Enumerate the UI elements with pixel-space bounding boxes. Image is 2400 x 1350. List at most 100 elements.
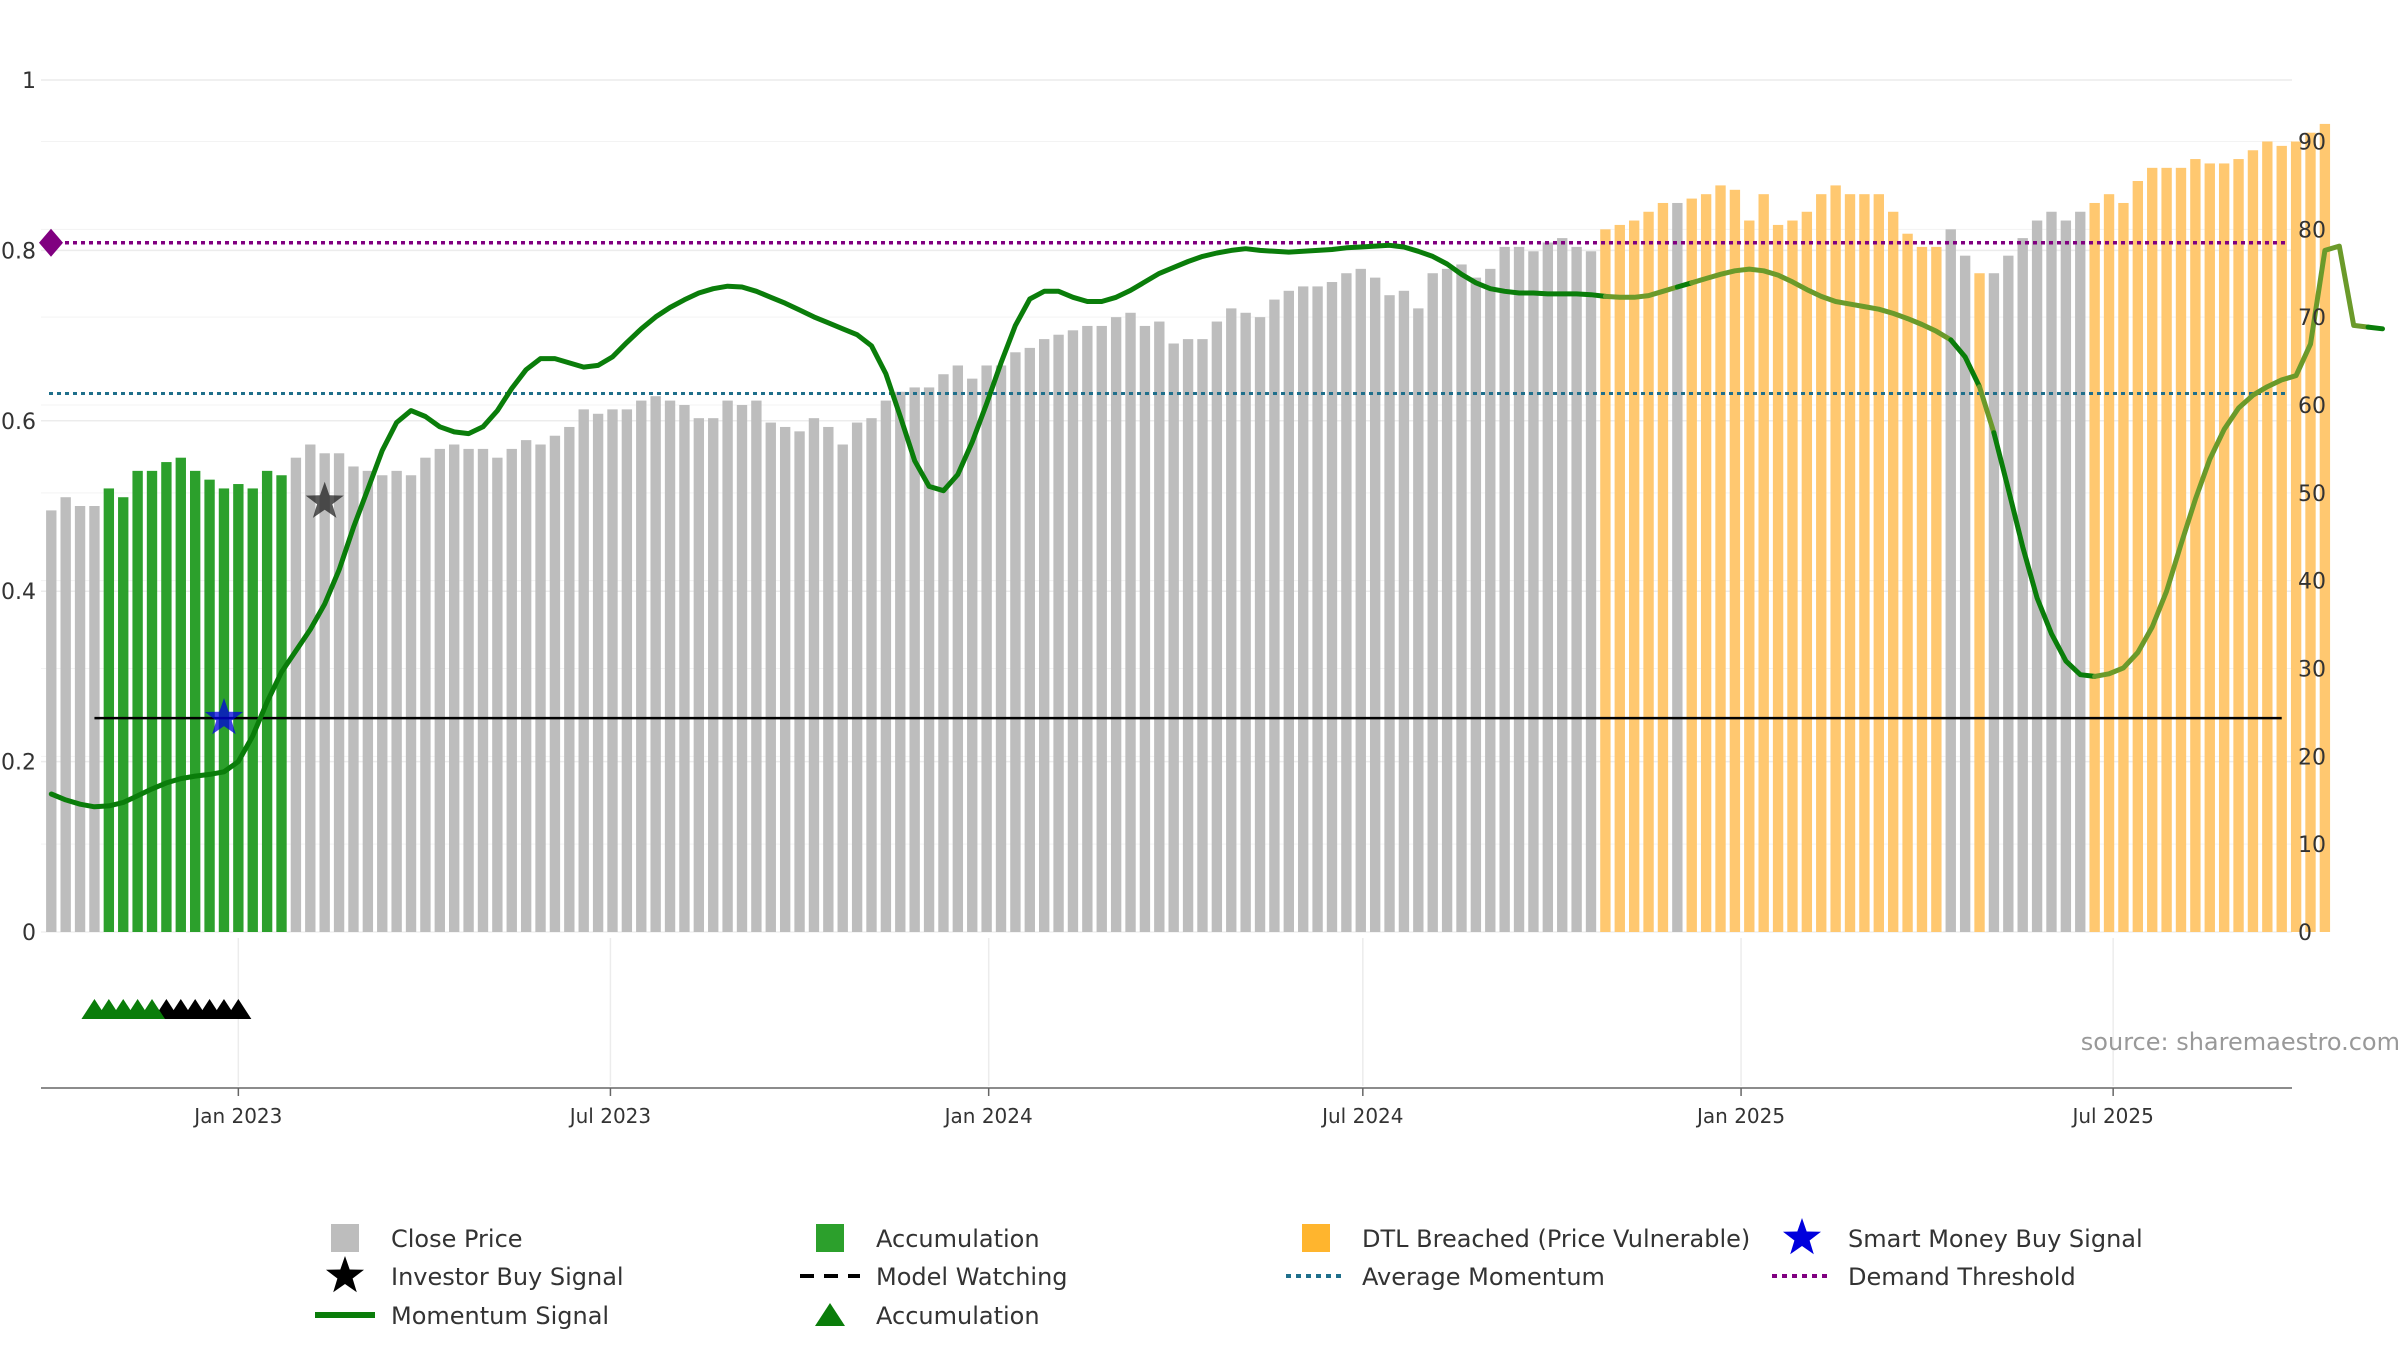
dtl-breached-bar [1628, 220, 1640, 933]
dtl-breached-bar [2161, 167, 2172, 932]
investor-buy-triangle [225, 999, 252, 1019]
close-price-bar [434, 448, 445, 932]
close-price-bar [1298, 286, 1309, 933]
legend-swatch-square [331, 1224, 359, 1252]
close-price-bar [1096, 325, 1107, 933]
close-price-bar [520, 440, 532, 932]
close-price-bar [1542, 242, 1554, 932]
legend-label: Momentum Signal [391, 1302, 609, 1330]
close-price-bar [564, 426, 575, 932]
legend-label: Accumulation [876, 1302, 1040, 1330]
accumulation-bar [161, 462, 172, 932]
close-price-bar [319, 453, 330, 932]
legend-label: Model Watching [876, 1263, 1068, 1291]
close-price-bar [1254, 317, 1266, 932]
close-price-bar [1470, 277, 1482, 932]
close-price-bar [1959, 255, 1971, 932]
close-price-bar [722, 400, 733, 933]
close-price-bar [449, 444, 460, 932]
dtl-breached-bar [1614, 224, 1625, 932]
right-tick-label: 20 [2298, 745, 2326, 770]
accumulation-triangle [139, 999, 166, 1019]
accumulation-bar [189, 470, 201, 932]
momentum-signal-segment [1602, 284, 1680, 300]
x-tick-label: Jan 2025 [1695, 1104, 1785, 1128]
dtl-breached-bar [1686, 198, 1697, 932]
close-price-bar [1369, 277, 1381, 932]
right-tick-label: 30 [2298, 657, 2326, 682]
right-tick-label: 80 [2298, 218, 2326, 243]
accumulation-bar [247, 488, 258, 932]
dtl-breached-bar [1873, 194, 1884, 933]
right-tick-label: 0 [2298, 921, 2312, 946]
dtl-breached-bar [1700, 194, 1712, 933]
close-price-bar [866, 418, 877, 933]
close-price-bar [1355, 268, 1366, 933]
dtl-breached-bar [1931, 246, 1942, 932]
x-tick-label: Jan 2024 [943, 1104, 1033, 1128]
legend: Close Price Accumulation DTL Breached (Pri… [315, 1218, 2143, 1330]
x-tick-label: Jul 2023 [568, 1104, 651, 1128]
dtl-breached-bar [2089, 202, 2100, 933]
close-price-bar [305, 444, 316, 932]
right-tick-label: 70 [2298, 306, 2326, 331]
close-price-bar [1082, 325, 1093, 933]
close-price-bar [506, 448, 517, 932]
momentum-signal-segment [1948, 337, 1982, 390]
legend-label: Demand Threshold [1848, 1263, 2076, 1291]
close-price-bar [477, 448, 489, 932]
close-price-bar [1427, 273, 1438, 932]
right-tick-label: 10 [2298, 833, 2326, 858]
close-price-bar [1513, 246, 1525, 932]
legend-swatch-triangle [815, 1303, 845, 1326]
left-tick-label: 1 [22, 69, 36, 94]
close-price-bar [2075, 211, 2086, 933]
dtl-breached-bar [2276, 145, 2287, 932]
x-tick-label: Jul 2024 [1320, 1104, 1403, 1128]
close-price-bar [808, 418, 820, 933]
dtl-breached-bar [1830, 185, 1841, 932]
legend-swatch-square [1302, 1224, 1330, 1252]
dtl-breached-bar [2305, 132, 2316, 932]
dtl-breached-bar [1974, 273, 1985, 932]
close-price-bar [405, 475, 417, 932]
close-price-bar [2060, 220, 2072, 933]
close-price-bar [938, 374, 949, 932]
close-price-bar [837, 444, 848, 932]
left-tick-label: 0.2 [1, 751, 36, 776]
close-price-bar [1226, 308, 1237, 933]
left-tick-label: 0 [22, 921, 36, 946]
dtl-breached-bar [1844, 194, 1856, 933]
dtl-breached-bar [2118, 202, 2129, 933]
close-price-bar [607, 409, 618, 932]
momentum-signal-segment [1977, 384, 1997, 436]
signal-lines [39, 228, 2286, 720]
close-price-bar [1053, 334, 1064, 932]
dtl-breached-bar [2247, 150, 2259, 932]
close-price-bar [1110, 317, 1122, 932]
close-price-bar [348, 466, 359, 932]
close-price-bar [1024, 347, 1035, 932]
dtl-breached-bar [1916, 246, 1928, 932]
dtl-breached-bar [2190, 159, 2201, 933]
close-price-bar [333, 453, 345, 932]
dtl-breached-bar [1859, 194, 1870, 933]
accumulation-bar [233, 484, 244, 932]
close-price-bar [779, 426, 791, 932]
close-price-bar [1485, 268, 1496, 933]
close-price-bar [46, 510, 57, 932]
close-price-bar [1528, 251, 1539, 933]
momentum-signal-segment [48, 242, 1608, 810]
close-price-bar [2003, 255, 2014, 932]
dtl-breached-bar [1888, 211, 1899, 933]
smart-money-buy-star [204, 698, 243, 735]
close-price-bar [1456, 264, 1467, 932]
dtl-breached-bar [1772, 224, 1784, 932]
dtl-breached-bar [1744, 220, 1755, 933]
close-price-bars [46, 123, 2331, 933]
dtl-breached-bar [1787, 220, 1798, 933]
legend-label: Accumulation [876, 1225, 1040, 1253]
right-tick-label: 90 [2298, 130, 2326, 155]
dtl-breached-bar [2204, 163, 2215, 932]
